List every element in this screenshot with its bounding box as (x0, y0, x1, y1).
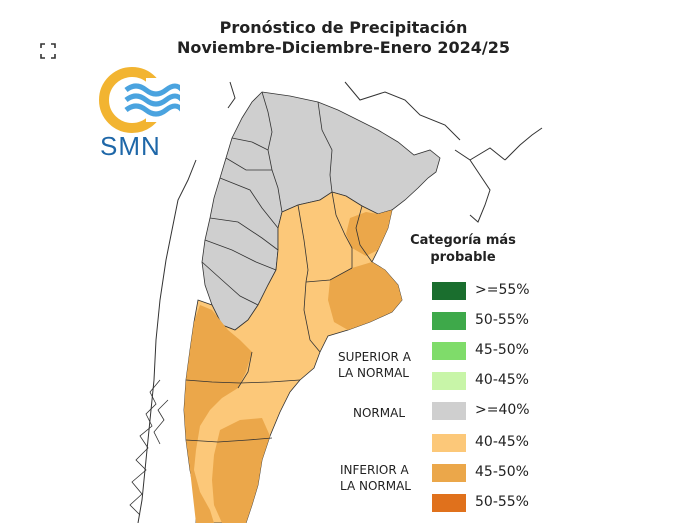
chile-coast (129, 379, 169, 516)
smn-logo-text: SMN (100, 131, 161, 161)
legend-swatch-6 (432, 434, 466, 452)
smn-logo-icon (99, 67, 180, 133)
legend-label-3: 45-50% (475, 342, 529, 358)
legend-label-7: 45-50% (475, 464, 529, 480)
legend-label-6: 40-45% (475, 434, 529, 450)
expand-icon[interactable] (40, 43, 56, 59)
title-line-1: Pronóstico de Precipitación (219, 18, 468, 37)
category-normal-label: NORMAL (353, 406, 406, 420)
region-below-45-50 (184, 210, 402, 523)
legend-label-5: >=40% (475, 402, 530, 418)
legend-label-1: >=55% (475, 282, 530, 298)
legend-swatch-1 (432, 282, 466, 300)
province-borders (185, 91, 373, 443)
legend-swatch-2 (432, 312, 466, 330)
neighbor-borders (137, 81, 543, 523)
legend-title: Categoría más probable (410, 233, 516, 265)
legend-swatch-4 (432, 372, 466, 390)
map-title: Pronóstico de Precipitación Noviembre-Di… (0, 18, 699, 58)
legend-swatch-8 (432, 494, 466, 512)
legend-label-4: 40-45% (475, 372, 529, 388)
title-line-2: Noviembre-Diciembre-Enero 2024/25 (176, 38, 510, 57)
legend-label-8: 50-55% (475, 494, 529, 510)
legend-swatch-3 (432, 342, 466, 360)
category-superior-label: SUPERIOR A LA NORMAL (338, 350, 411, 380)
legend-swatch-7 (432, 464, 466, 482)
category-inferior-label: INFERIOR A LA NORMAL (340, 463, 411, 493)
legend-swatch-5 (432, 402, 466, 420)
legend-label-2: 50-55% (475, 312, 529, 328)
